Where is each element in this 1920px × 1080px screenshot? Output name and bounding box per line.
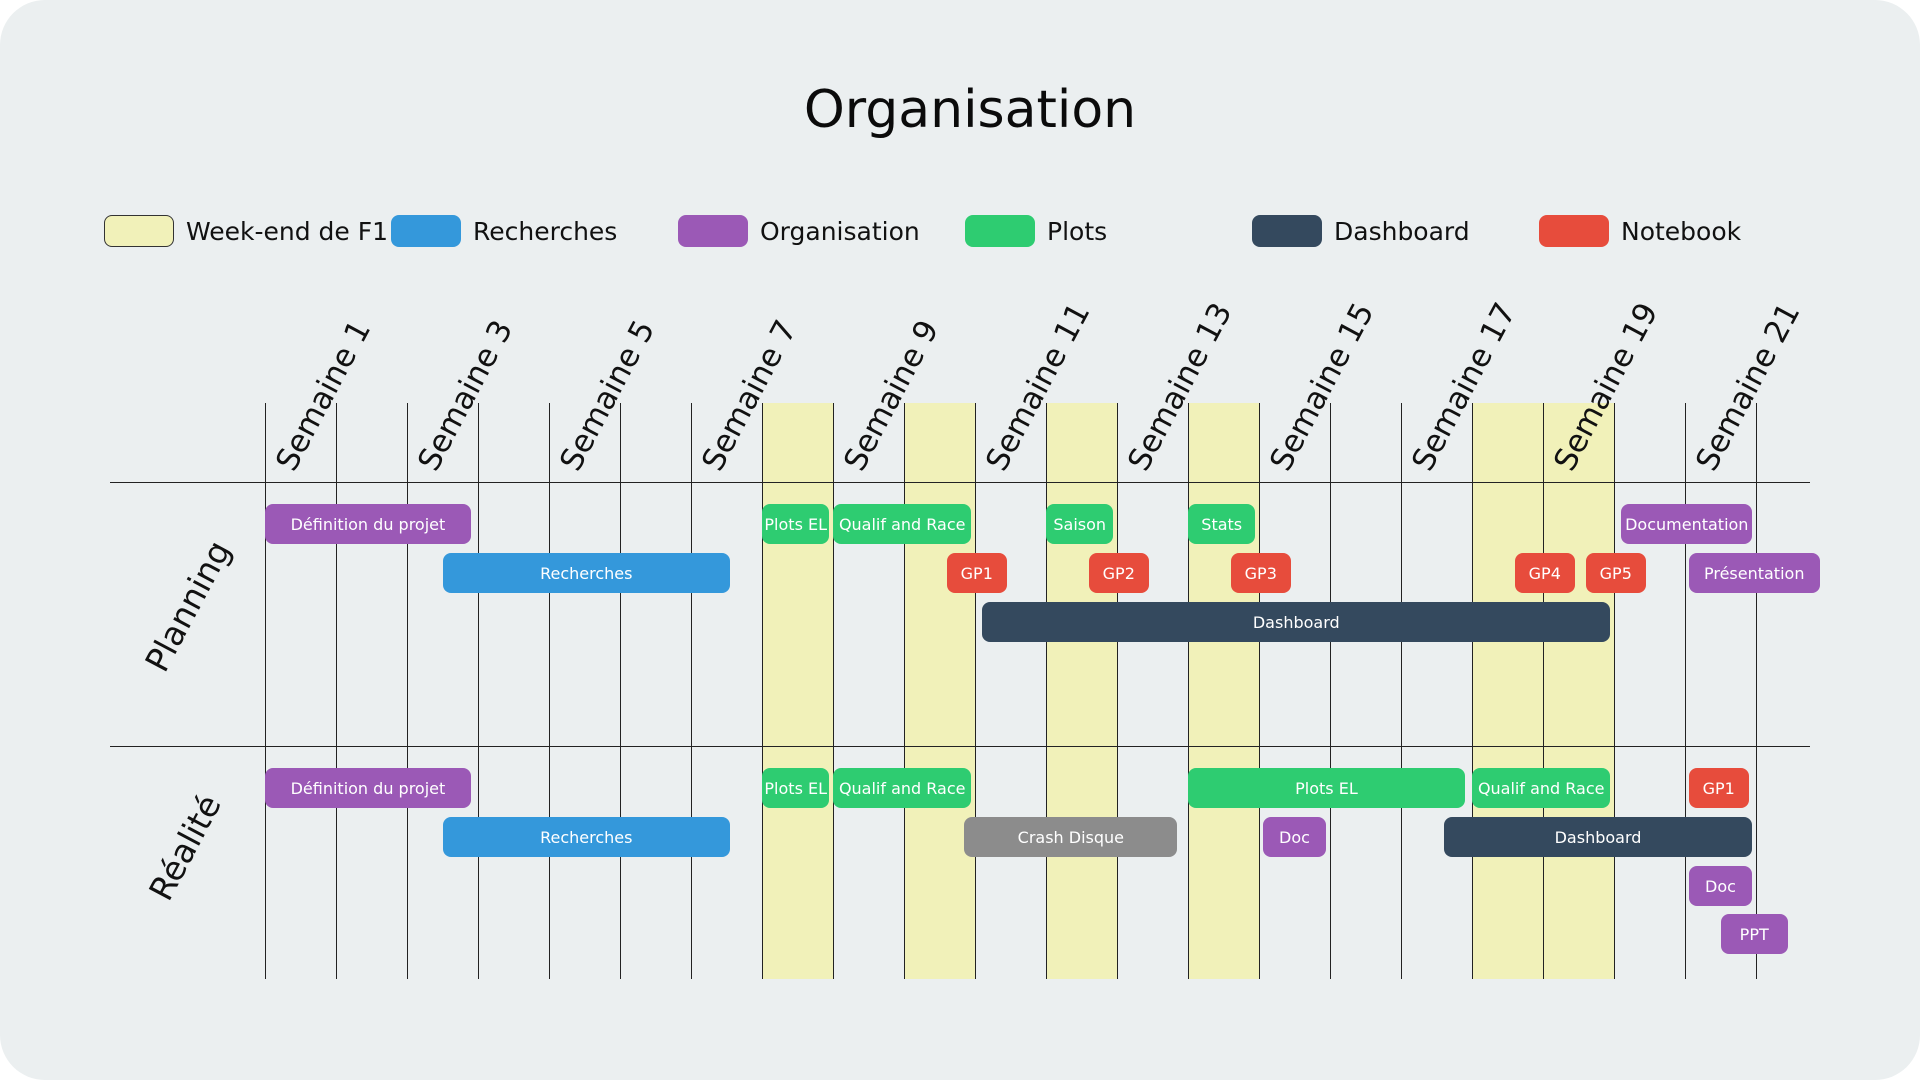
task-bar: Dashboard	[982, 602, 1611, 642]
weekend-band	[1543, 403, 1614, 979]
task-bar: Qualif and Race	[1472, 768, 1611, 808]
task-bar: GP4	[1514, 553, 1575, 593]
legend-swatch-recherches	[391, 215, 461, 247]
week-gridline	[1330, 403, 1331, 979]
task-bar: Présentation	[1688, 553, 1820, 593]
week-gridline	[1117, 403, 1118, 979]
week-gridline	[1259, 403, 1260, 979]
task-bar: Définition du projet	[265, 504, 471, 544]
week-label: Semaine 15	[1263, 297, 1382, 477]
legend-label: Week-end de F1	[186, 217, 389, 246]
week-gridline	[265, 403, 266, 979]
task-bar: PPT	[1720, 914, 1788, 954]
week-gridline	[1401, 403, 1402, 979]
weekend-band	[904, 403, 975, 979]
weekend-band	[1472, 403, 1543, 979]
legend-swatch-organisation	[678, 215, 748, 247]
week-gridline	[478, 403, 479, 979]
task-bar: Recherches	[442, 553, 731, 593]
week-gridline	[407, 403, 408, 979]
task-bar: GP3	[1230, 553, 1291, 593]
weekend-band	[762, 403, 833, 979]
week-gridline	[1543, 403, 1544, 979]
week-gridline	[833, 403, 834, 979]
task-bar: Stats	[1188, 504, 1256, 544]
task-bar: Définition du projet	[265, 768, 471, 808]
task-bar: Plots EL	[762, 768, 830, 808]
task-bar: GP1	[1688, 768, 1749, 808]
week-gridline	[904, 403, 905, 979]
row-label-planning: Planning	[137, 534, 239, 679]
legend-swatch-notebook	[1539, 215, 1609, 247]
week-label: Semaine 21	[1689, 297, 1808, 477]
task-bar: Saison	[1046, 504, 1114, 544]
week-gridline	[336, 403, 337, 979]
task-bar: Doc	[1688, 866, 1753, 906]
legend-swatch-dashboard	[1252, 215, 1322, 247]
week-gridline	[620, 403, 621, 979]
week-label: Semaine 1	[269, 314, 379, 477]
legend-swatch-plots	[965, 215, 1035, 247]
task-bar: Recherches	[442, 817, 731, 857]
weekend-band	[1046, 403, 1117, 979]
row-separator	[110, 746, 1810, 747]
legend-label: Dashboard	[1334, 217, 1470, 246]
task-bar: Dashboard	[1443, 817, 1753, 857]
task-bar: Qualif and Race	[833, 504, 972, 544]
task-bar: Qualif and Race	[833, 768, 972, 808]
task-bar: GP5	[1585, 553, 1646, 593]
week-gridline	[1472, 403, 1473, 979]
row-separator	[110, 482, 1810, 483]
task-bar: Doc	[1262, 817, 1327, 857]
week-gridline	[549, 403, 550, 979]
task-bar: Plots EL	[1188, 768, 1465, 808]
week-gridline	[1756, 403, 1757, 979]
legend-swatch-weekend	[104, 215, 174, 247]
week-label: Semaine 5	[553, 314, 663, 477]
task-bar: GP1	[946, 553, 1007, 593]
task-bar: Documentation	[1621, 504, 1753, 544]
chart-title: Organisation	[803, 80, 1137, 140]
legend-label: Notebook	[1621, 217, 1742, 246]
week-gridline	[1614, 403, 1615, 979]
legend-label: Organisation	[760, 217, 920, 246]
legend-label: Plots	[1047, 217, 1108, 246]
task-bar: GP2	[1088, 553, 1149, 593]
week-gridline	[1685, 403, 1686, 979]
legend-label: Recherches	[473, 217, 618, 246]
weekend-band	[1188, 403, 1259, 979]
week-gridline	[691, 403, 692, 979]
week-gridline	[975, 403, 976, 979]
week-gridline	[1188, 403, 1189, 979]
week-gridline	[1046, 403, 1047, 979]
task-bar: Plots EL	[762, 504, 830, 544]
week-label: Semaine 3	[411, 314, 521, 477]
task-bar: Crash Disque	[964, 817, 1178, 857]
week-gridline	[762, 403, 763, 979]
row-label-realite: Réalité	[141, 788, 229, 907]
